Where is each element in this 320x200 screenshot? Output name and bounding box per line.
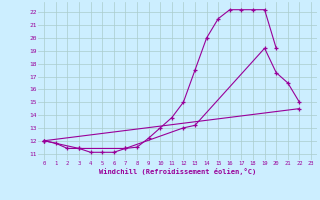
X-axis label: Windchill (Refroidissement éolien,°C): Windchill (Refroidissement éolien,°C) [99, 168, 256, 175]
